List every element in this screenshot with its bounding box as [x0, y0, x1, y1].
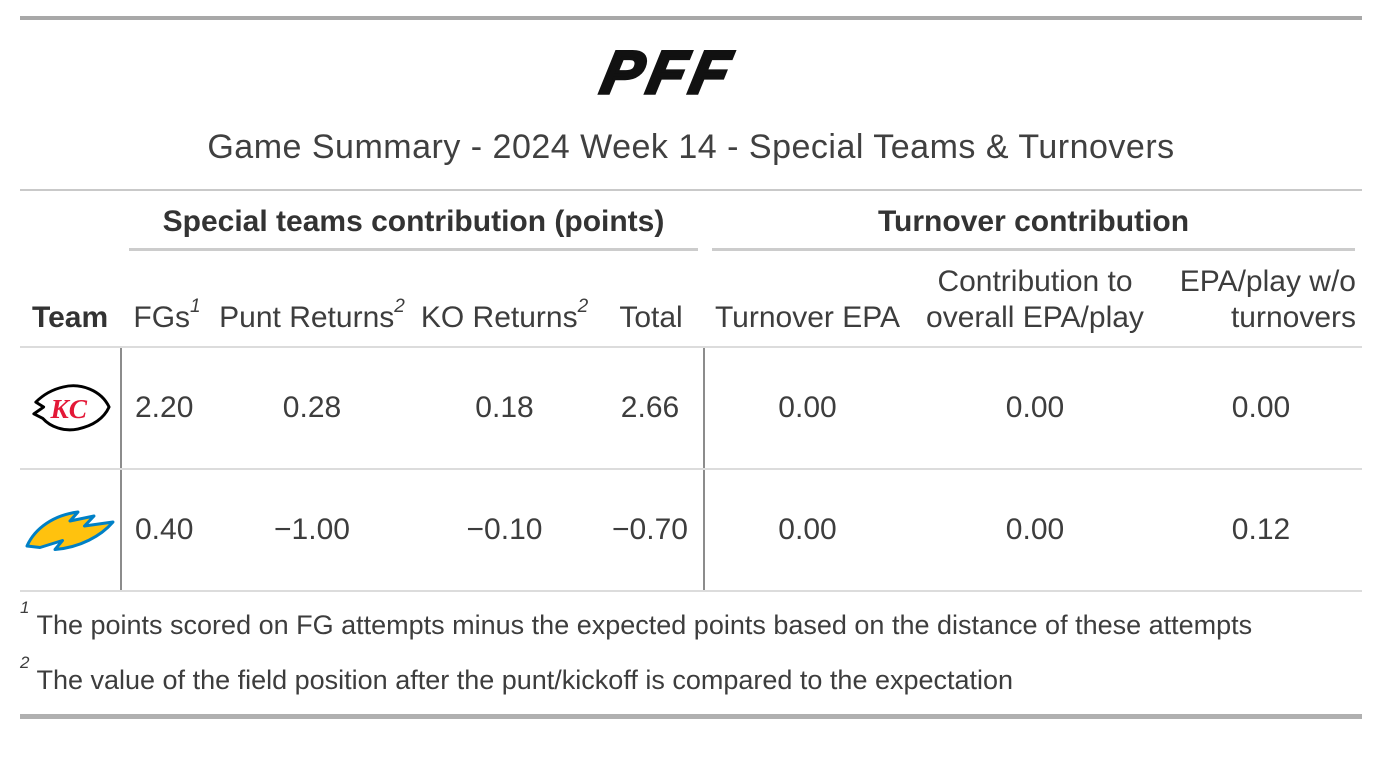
cell-total: −0.70 — [597, 470, 705, 590]
table-row-chiefs: KC 2.20 0.28 0.18 2.66 0.00 0.00 0.00 — [20, 348, 1362, 470]
column-header-ko-returns: KO Returns2 — [420, 296, 589, 335]
title-divider — [20, 189, 1362, 191]
punt-returns-footnote-marker: 2 — [394, 296, 405, 318]
brand-header: PFF — [0, 40, 1382, 104]
team-logo-cell — [20, 470, 122, 590]
footnote-2: 2The value of the field position after t… — [20, 653, 1014, 696]
chiefs-logo-icon: KC — [32, 384, 111, 432]
group-turnover-underline — [712, 248, 1355, 251]
column-header-contribution: Contribution to overall EPA/play — [926, 264, 1144, 335]
top-border — [20, 16, 1362, 20]
cell-epa-wo-turnovers: 0.12 — [1231, 513, 1291, 546]
group-header-row: Special teams contribution (points) Turn… — [20, 191, 1362, 251]
group-header-spacer — [20, 205, 122, 251]
group-special-teams: Special teams contribution (points) — [122, 205, 705, 251]
footnote-2-marker: 2 — [20, 653, 30, 673]
group-special-teams-underline — [129, 248, 698, 251]
page-title: Game Summary - 2024 Week 14 - Special Te… — [207, 128, 1175, 166]
bottom-border — [20, 714, 1362, 720]
column-header-team: Team — [32, 301, 109, 335]
cell-punt-returns: 0.28 — [282, 391, 342, 424]
footnote-1-marker: 1 — [20, 598, 30, 617]
cell-total: 2.66 — [597, 348, 705, 468]
cell-turnover-epa: 0.00 — [778, 513, 837, 546]
cell-fgs: 0.40 — [135, 513, 194, 546]
column-header-fgs: FGs1 — [133, 296, 201, 335]
svg-text:PFF: PFF — [596, 40, 742, 104]
table-row-chargers: 0.40 −1.00 −0.10 −0.70 0.00 0.00 0.12 — [20, 470, 1362, 592]
ko-returns-footnote-marker: 2 — [577, 296, 589, 318]
fgs-footnote-marker: 1 — [190, 296, 201, 318]
header-divider — [20, 346, 1362, 348]
team-logo-cell: KC — [20, 348, 122, 468]
column-header-row: Team FGs1 Punt Returns2 KO Returns2 Tota… — [20, 251, 1362, 346]
column-header-punt-returns: Punt Returns2 — [219, 296, 405, 335]
cell-fgs: 2.20 — [135, 391, 194, 424]
group-turnover-label: Turnover contribution — [877, 205, 1190, 238]
cell-ko-returns: 0.18 — [475, 391, 534, 424]
column-header-turnover-epa: Turnover EPA — [714, 301, 901, 335]
cell-epa-wo-turnovers: 0.00 — [1231, 391, 1291, 424]
cell-contribution: 0.00 — [1005, 513, 1065, 546]
cell-turnover-epa: 0.00 — [778, 391, 837, 424]
group-turnover: Turnover contribution — [705, 205, 1362, 251]
pff-logo-icon: PFF — [594, 40, 743, 104]
cell-contribution: 0.00 — [1005, 391, 1065, 424]
column-header-epa-wo-turnovers: EPA/play w/o turnovers — [1179, 264, 1356, 335]
chargers-logo-icon — [25, 510, 115, 551]
cell-ko-returns: −0.10 — [466, 513, 543, 546]
column-header-total: Total — [619, 301, 683, 335]
cell-punt-returns: −1.00 — [274, 513, 350, 546]
group-special-teams-label: Special teams contribution (points) — [162, 205, 665, 238]
footnote-1: 1The points scored on FG attempts minus … — [20, 598, 1253, 640]
svg-text:KC: KC — [49, 394, 87, 424]
